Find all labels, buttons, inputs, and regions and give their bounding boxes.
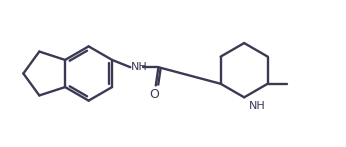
Text: O: O — [149, 88, 159, 101]
Text: NH: NH — [131, 62, 148, 72]
Text: NH: NH — [249, 101, 266, 111]
